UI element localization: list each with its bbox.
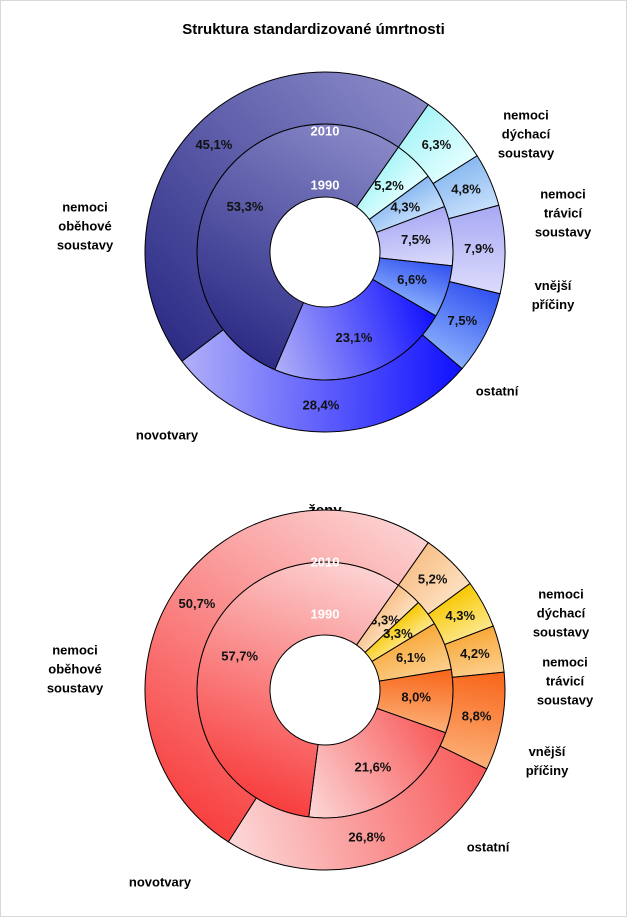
data-label: 57,7% [221, 648, 258, 663]
category-label: vnější [535, 278, 572, 293]
category-label: dýchací [502, 126, 551, 141]
category-label: nemoci [540, 186, 586, 201]
data-label: 5,2% [418, 571, 448, 586]
category-label: soustavy [47, 680, 104, 695]
data-label: 6,3% [422, 137, 452, 152]
series-label-1990: 1990 [311, 177, 340, 192]
category-label: vnější [529, 744, 566, 759]
data-label: 4,2% [460, 646, 490, 661]
category-label: příčiny [526, 763, 569, 778]
data-label: 8,0% [401, 690, 431, 705]
data-label: 53,3% [227, 199, 264, 214]
category-label: novotvary [129, 874, 192, 889]
category-label: ostatní [476, 383, 519, 398]
category-label: oběhové [48, 661, 101, 676]
data-label: 8,8% [462, 709, 492, 724]
category-label: nemoci [538, 586, 584, 601]
data-label: 50,7% [179, 596, 216, 611]
data-label: 26,8% [348, 830, 385, 845]
data-label: 7,5% [448, 313, 478, 328]
category-label: ostatní [467, 839, 510, 854]
data-label: 3,3% [383, 626, 413, 641]
category-label: nemoci [62, 199, 108, 214]
category-label: nemoci [52, 642, 98, 657]
data-label: 4,3% [445, 608, 475, 623]
category-label: nemoci [503, 107, 549, 122]
category-label: novotvary [136, 427, 199, 442]
data-label: 21,6% [355, 759, 392, 774]
series-label-1990: 1990 [311, 606, 340, 621]
data-label: 6,6% [397, 272, 427, 287]
category-label: soustavy [537, 692, 594, 707]
data-label: 45,1% [195, 137, 232, 152]
category-label: dýchací [537, 605, 586, 620]
slice-2010-4 [227, 745, 488, 871]
data-label: 23,1% [336, 330, 373, 345]
data-label: 4,8% [451, 182, 481, 197]
series-label-2010: 2010 [311, 554, 340, 569]
data-label: 5,2% [374, 178, 404, 193]
slice-2010-5 [144, 71, 429, 362]
data-label: 3,3% [370, 612, 400, 627]
category-label: trávicí [546, 673, 585, 688]
category-label: soustavy [535, 224, 592, 239]
series-label-2010: 2010 [311, 123, 340, 138]
category-label: oběhové [58, 218, 111, 233]
category-label: nemoci [542, 654, 588, 669]
data-label: 28,4% [302, 397, 339, 412]
slice-2010-5 [144, 509, 429, 843]
data-label: 4,3% [391, 200, 421, 215]
category-label: soustavy [57, 237, 114, 252]
category-label: trávicí [544, 205, 583, 220]
data-label: 7,5% [401, 232, 431, 247]
chart-title: Struktura standardizované úmrtnosti [182, 21, 445, 38]
data-label: 7,9% [464, 241, 494, 256]
data-label: 6,1% [396, 650, 426, 665]
category-label: soustavy [533, 624, 590, 639]
category-label: příčiny [532, 297, 575, 312]
category-label: soustavy [498, 145, 555, 160]
